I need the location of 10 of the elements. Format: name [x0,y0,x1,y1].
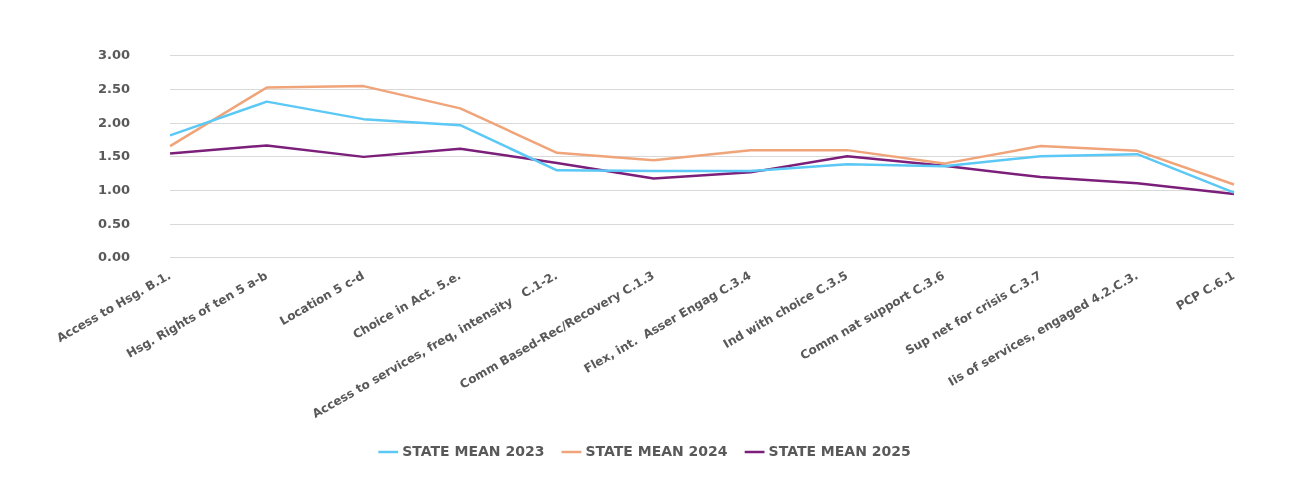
y-tick-label: 0.50 [98,215,131,231]
legend-label: STATE MEAN 2024 [585,442,728,459]
y-tick-label: 2.50 [98,80,131,96]
y-tick-label: 1.00 [98,181,131,197]
y-tick-label: 1.50 [98,148,131,164]
y-tick-label: 0.00 [98,249,131,265]
y-tick-label: 3.00 [98,47,131,63]
legend-label: STATE MEAN 2023 [402,442,545,459]
y-tick-label: 2.00 [98,114,131,130]
legend-label: STATE MEAN 2025 [768,442,911,459]
